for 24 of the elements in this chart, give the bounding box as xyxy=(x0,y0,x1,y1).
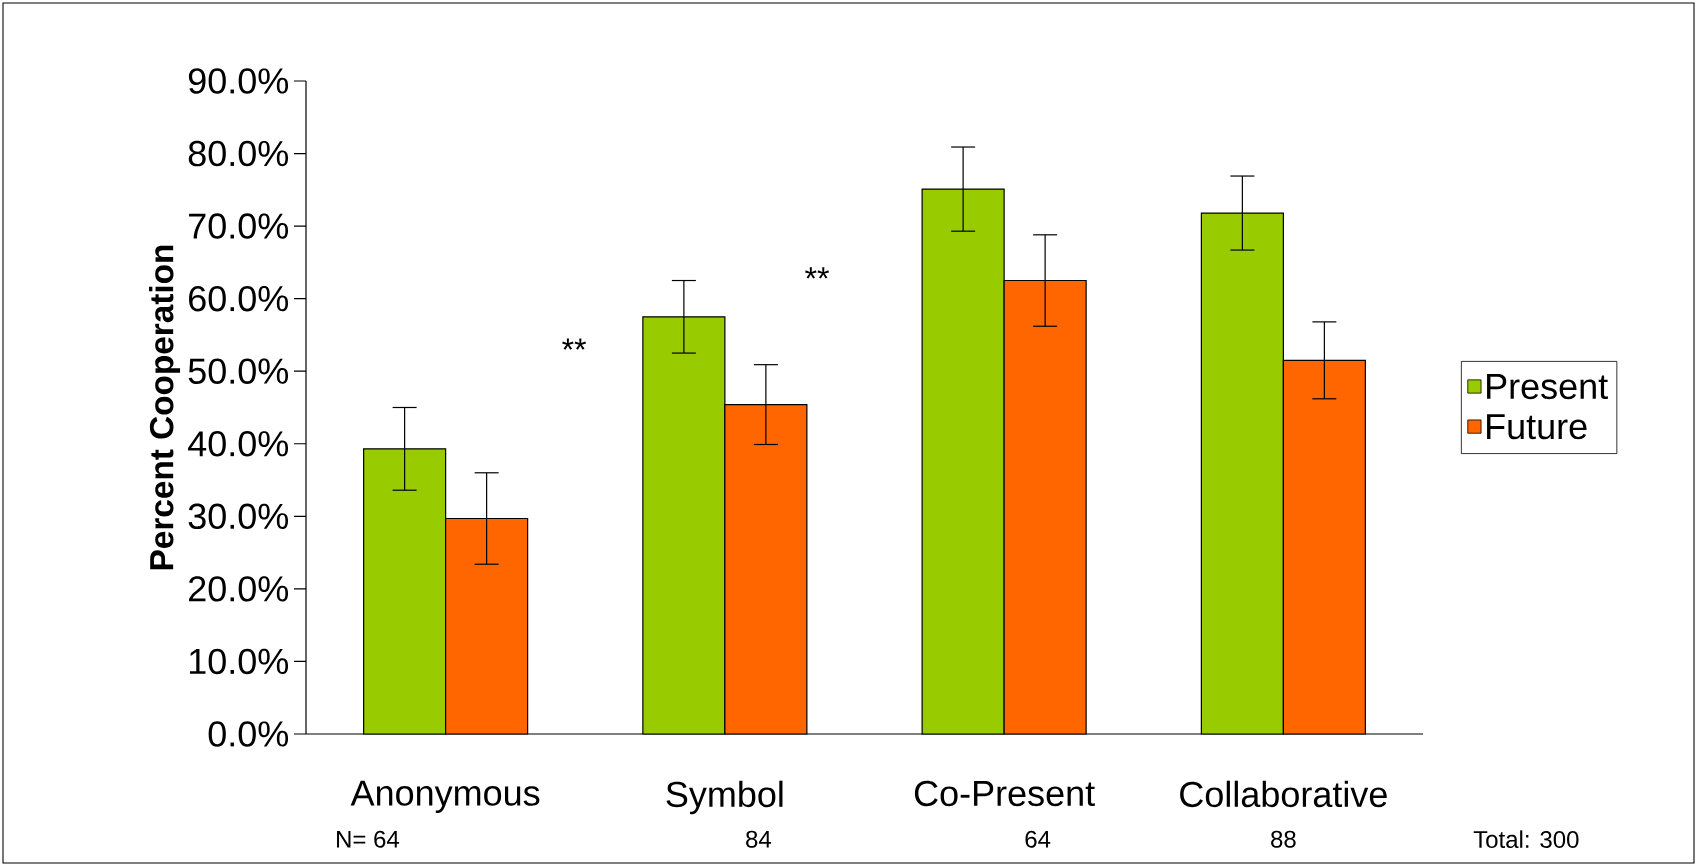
text: 88 xyxy=(1271,830,1296,848)
y-tick-label: 0.0% xyxy=(208,721,289,747)
legend-label: Present xyxy=(1487,374,1608,400)
text: 64 xyxy=(1025,830,1051,848)
text: N= 64 xyxy=(337,830,400,848)
y-tick-label: 40.0% xyxy=(188,431,289,457)
x-tick-label: Symbol xyxy=(666,780,783,815)
y-tick-label: 60.0% xyxy=(189,285,289,312)
x-tick-label: Co-Present xyxy=(914,780,1095,807)
y-tick-label: 70.0% xyxy=(189,213,289,239)
y-axis-title: Percent Cooperation xyxy=(148,245,181,570)
x-tick-label: Anonymous xyxy=(350,780,540,813)
annotation: ** xyxy=(805,267,829,279)
y-tick-label: 50.0% xyxy=(188,358,289,384)
y-tick-label: 20.0% xyxy=(189,576,289,602)
y-tick-label: 10.0% xyxy=(189,648,289,675)
y-tick-label: 80.0% xyxy=(188,140,289,167)
y-tick-label: 90.0% xyxy=(188,68,289,94)
y-tick-label: 30.0% xyxy=(188,503,289,530)
text: Total: 300 xyxy=(1473,830,1579,848)
x-tick-label: Collaborative xyxy=(1180,780,1387,808)
text: 84 xyxy=(746,830,772,848)
legend-label: Future xyxy=(1487,414,1587,440)
annotation: ** xyxy=(562,338,587,350)
